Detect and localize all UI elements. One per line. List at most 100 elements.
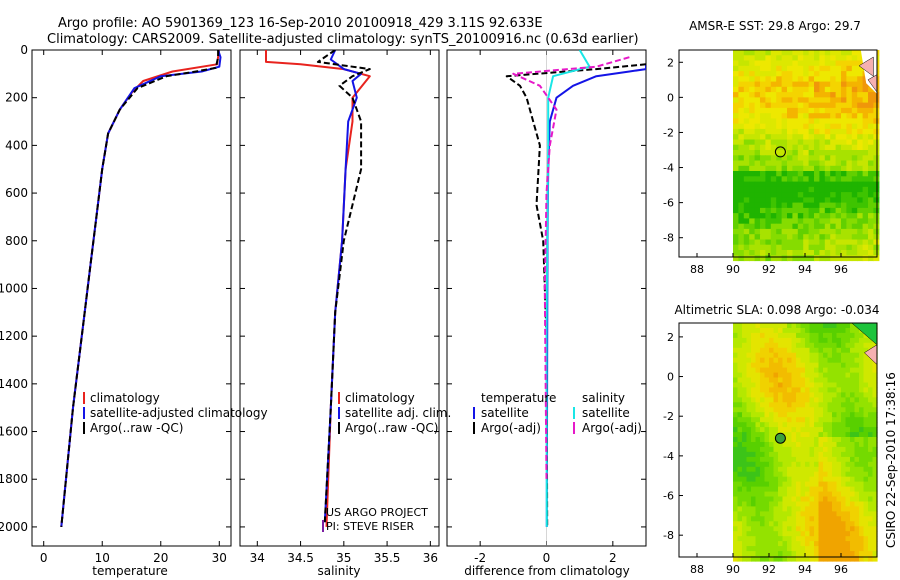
map-cell bbox=[803, 50, 810, 56]
map-cell bbox=[796, 392, 802, 398]
map-cell bbox=[841, 342, 847, 349]
map-cell bbox=[836, 342, 842, 349]
map-cell bbox=[814, 546, 820, 552]
map-cell bbox=[819, 60, 826, 67]
map-cell bbox=[749, 234, 756, 241]
map-cell bbox=[792, 92, 799, 98]
map-cell bbox=[760, 357, 766, 364]
map-cell bbox=[764, 407, 770, 413]
map-cell bbox=[845, 551, 851, 557]
map-cell bbox=[814, 86, 820, 93]
map-cell bbox=[764, 347, 770, 354]
map-cell bbox=[760, 501, 766, 508]
map-cell bbox=[760, 218, 766, 225]
map-cell bbox=[841, 218, 847, 225]
map-cell bbox=[733, 362, 739, 369]
map-cell bbox=[765, 134, 772, 141]
argo-location-marker bbox=[774, 146, 786, 158]
map-cell bbox=[776, 102, 783, 109]
map-cell bbox=[836, 402, 842, 408]
map-cell bbox=[764, 546, 770, 552]
map-cell bbox=[846, 76, 853, 83]
map-cell bbox=[818, 407, 824, 413]
map-cell bbox=[769, 511, 775, 517]
map-cell bbox=[823, 501, 829, 508]
map-cell bbox=[846, 65, 853, 72]
map-cell bbox=[832, 402, 838, 408]
map-cell bbox=[850, 536, 856, 542]
map-cell bbox=[845, 496, 851, 503]
map-cell bbox=[791, 397, 797, 403]
map-cell bbox=[841, 466, 847, 473]
map-cell bbox=[800, 546, 806, 552]
map-cell bbox=[862, 207, 869, 214]
map-cell bbox=[841, 442, 847, 448]
map-cell bbox=[782, 496, 788, 503]
map-cell bbox=[818, 397, 824, 403]
map-cell bbox=[859, 367, 865, 374]
map-cell bbox=[742, 446, 748, 453]
x-tick-label: 10 bbox=[95, 551, 110, 565]
map-cell bbox=[841, 362, 847, 369]
map-cell bbox=[754, 128, 761, 135]
map-cell bbox=[803, 60, 810, 67]
map-cell bbox=[742, 417, 748, 423]
map-cell bbox=[792, 192, 799, 198]
map-cell bbox=[792, 107, 799, 114]
map-cell bbox=[808, 150, 815, 156]
map-cell bbox=[805, 342, 811, 349]
map-cell bbox=[818, 506, 824, 512]
map-cell bbox=[751, 521, 757, 527]
map-cell bbox=[835, 192, 842, 198]
map-cell bbox=[850, 427, 856, 433]
map-cell bbox=[830, 92, 837, 98]
map-cell bbox=[862, 113, 869, 120]
map-cell bbox=[823, 437, 829, 443]
map-cell bbox=[800, 481, 806, 488]
map-cell bbox=[751, 511, 757, 517]
map-cell bbox=[760, 407, 766, 413]
map-cell bbox=[819, 181, 826, 188]
map-cell bbox=[787, 417, 793, 423]
map-cell bbox=[827, 417, 833, 423]
map-cell bbox=[854, 506, 860, 512]
map-cell bbox=[841, 387, 847, 393]
map-cell bbox=[868, 551, 874, 557]
map-cell bbox=[769, 407, 775, 413]
map-cell bbox=[819, 50, 826, 56]
map-cell bbox=[809, 412, 815, 418]
difference-chart: -2 0 2 bbox=[447, 49, 646, 565]
map-cell bbox=[814, 501, 820, 508]
map-cell bbox=[760, 176, 766, 183]
map-cell bbox=[868, 451, 874, 458]
map-cell bbox=[814, 536, 820, 542]
map-cell bbox=[832, 352, 838, 359]
map-cell bbox=[791, 501, 797, 508]
map-cell bbox=[733, 546, 739, 552]
map-cell bbox=[797, 144, 804, 151]
map-cell bbox=[832, 397, 838, 403]
map-cell bbox=[800, 456, 806, 463]
map-cell bbox=[787, 228, 793, 235]
map-cell bbox=[863, 387, 869, 393]
map-cell bbox=[737, 536, 743, 542]
map-cell bbox=[872, 382, 878, 389]
map-cell bbox=[872, 451, 878, 458]
map-cell bbox=[832, 412, 838, 418]
map-cell bbox=[814, 347, 820, 354]
map-cell bbox=[818, 422, 824, 428]
map-cell bbox=[850, 476, 856, 483]
map-cell bbox=[751, 332, 757, 339]
map-cell bbox=[755, 486, 761, 493]
map-cell bbox=[791, 496, 797, 503]
map-cell bbox=[751, 501, 757, 508]
map-cell bbox=[827, 506, 833, 512]
map-cell bbox=[832, 456, 838, 463]
map-cell bbox=[841, 417, 847, 423]
map-cell bbox=[859, 471, 865, 478]
map-cell bbox=[830, 50, 837, 56]
map-cell bbox=[835, 255, 842, 262]
map-cell bbox=[830, 207, 837, 214]
map-cell bbox=[814, 367, 820, 374]
map-cell bbox=[760, 50, 766, 56]
